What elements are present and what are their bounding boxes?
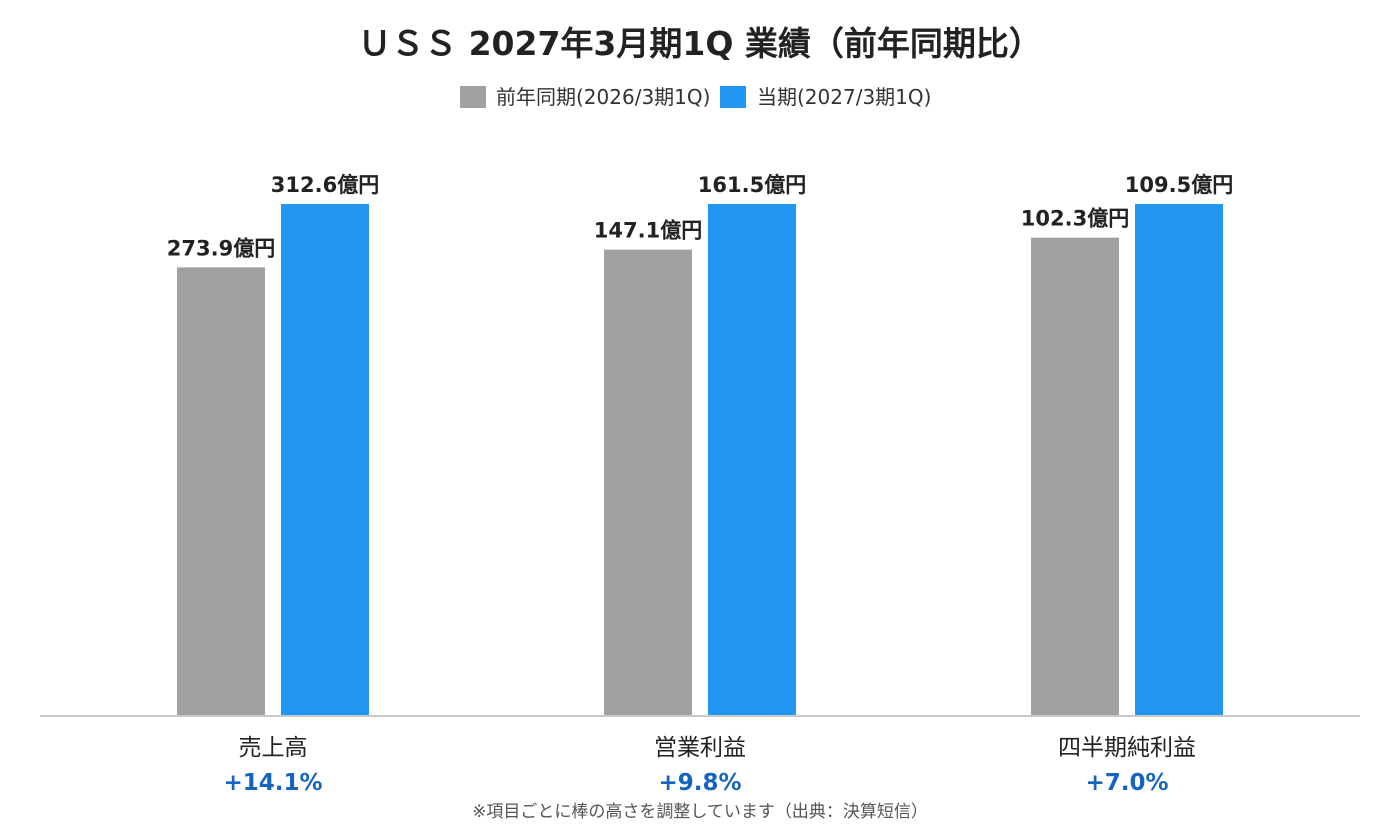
legend: 前年同期(2026/3期1Q) 当期(2027/3期1Q) [460, 85, 931, 109]
bar-prev-2 [604, 249, 692, 716]
category-label-3: 四半期純利益 [1058, 735, 1196, 761]
legend-swatch-2 [720, 86, 746, 108]
chart-title: ＵＳＳ 2027年3月期1Q 業績（前年同期比） [358, 24, 1042, 63]
value-label-prev-3: 102.3億円 [1021, 207, 1129, 231]
category-label-1: 売上高 [239, 735, 308, 761]
growth-label-2: +9.8% [658, 770, 741, 796]
bar-curr-1 [281, 204, 369, 716]
legend-swatch-1 [460, 86, 486, 108]
bars-layer: 273.9億円 312.6億円 147.1億円 161.5億円 102.3億円 109.5… [167, 173, 1233, 716]
bar-curr-3 [1135, 204, 1223, 716]
growth-label-1: +14.1% [223, 770, 322, 796]
bar-prev-1 [177, 267, 265, 716]
legend-label-1: 前年同期(2026/3期1Q) [496, 85, 710, 109]
value-label-curr-2: 161.5億円 [698, 173, 806, 197]
category-labels: 売上高 +14.1% 営業利益 +9.8% 四半期純利益 +7.0% [223, 735, 1196, 796]
value-label-curr-3: 109.5億円 [1125, 173, 1233, 197]
value-label-curr-1: 312.6億円 [271, 173, 379, 197]
bar-prev-3 [1031, 237, 1119, 716]
footnote: ※項目ごとに棒の高さを調整しています（出典：決算短信） [472, 802, 928, 822]
growth-label-3: +7.0% [1085, 770, 1168, 796]
bar-curr-2 [708, 204, 796, 716]
category-label-2: 営業利益 [654, 735, 746, 761]
value-label-prev-1: 273.9億円 [167, 236, 275, 260]
legend-label-2: 当期(2027/3期1Q) [757, 85, 931, 109]
value-label-prev-2: 147.1億円 [594, 219, 702, 243]
